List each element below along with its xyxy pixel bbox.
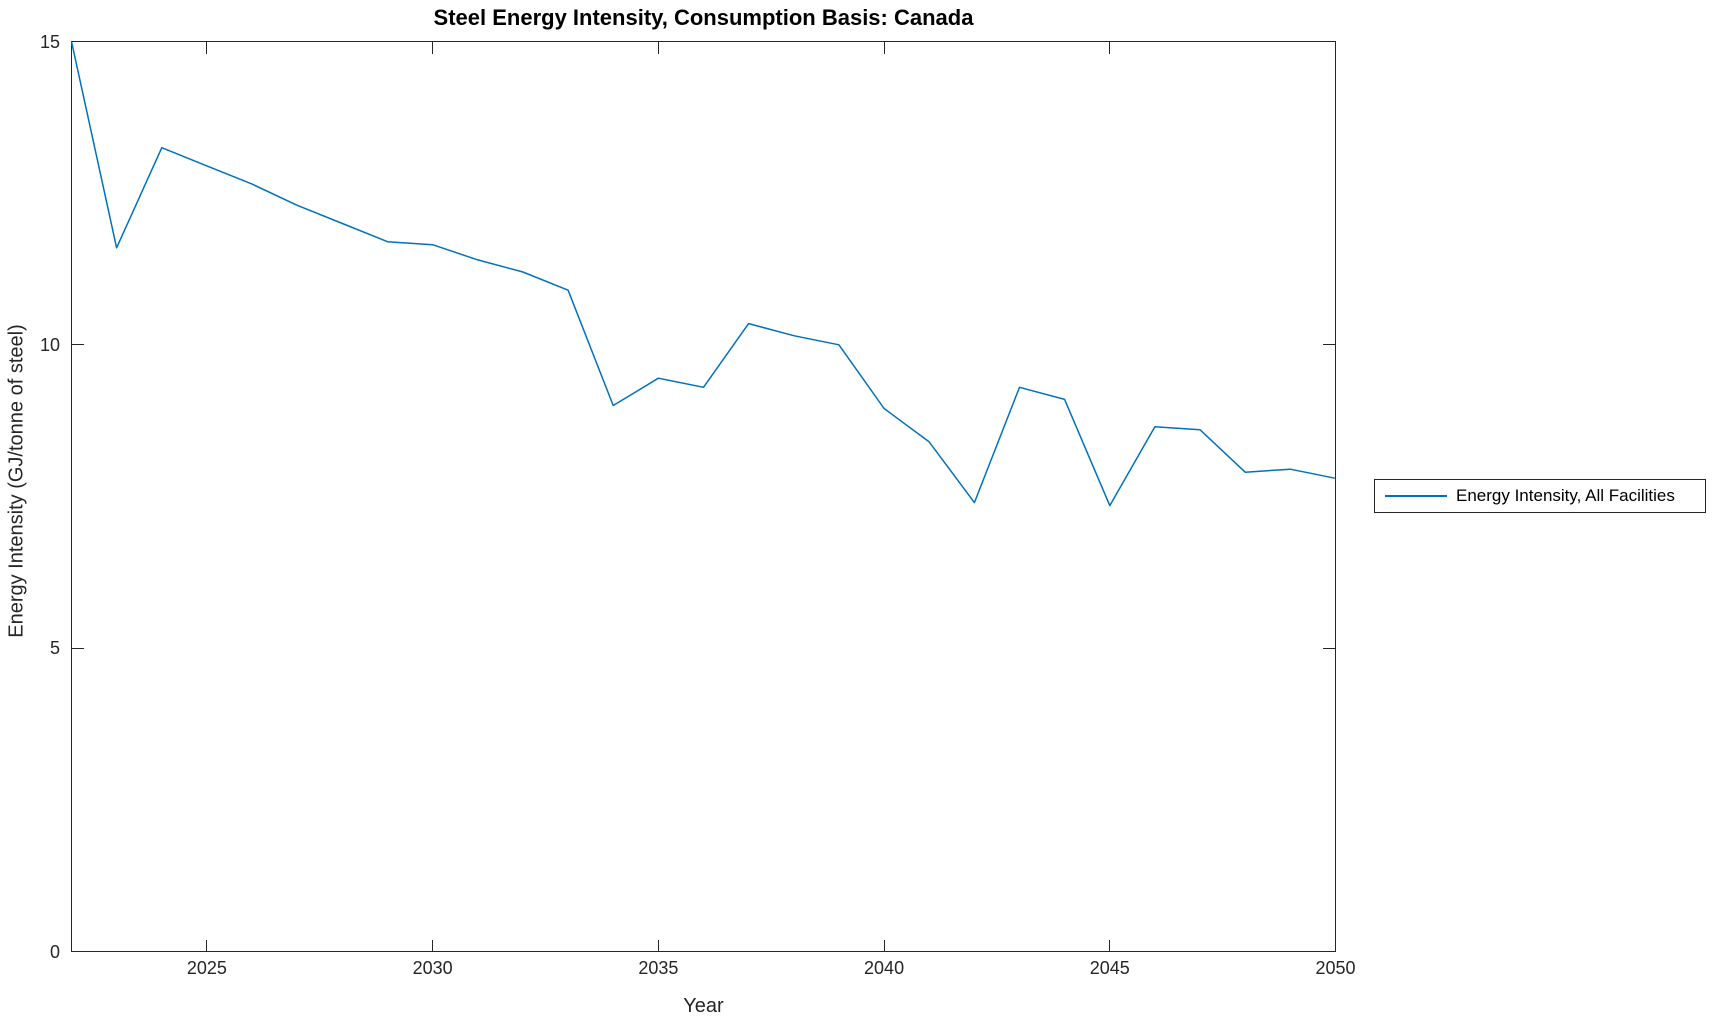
y-tick-label: 0: [49, 941, 60, 962]
x-tick-label: 2045: [1089, 958, 1130, 978]
x-tick-top: [206, 42, 208, 54]
x-tick-top: [432, 42, 434, 54]
legend: Energy Intensity, All Facilities: [1374, 479, 1706, 513]
y-tick-label: 15: [39, 31, 60, 52]
x-tick-top: [883, 42, 885, 54]
y-axis-label: Energy Intensity (GJ/tonne of steel): [5, 324, 28, 638]
y-tick-label: 10: [39, 334, 60, 355]
y-tick-right: [1323, 951, 1335, 952]
x-tick-top: [1335, 42, 1336, 54]
y-tick: [72, 951, 84, 952]
y-tick-right: [1323, 647, 1335, 649]
line-series-svg: [71, 41, 1336, 507]
energy-intensity-line: [71, 41, 1336, 507]
plot-area: [71, 41, 1336, 952]
x-tick-label: 2050: [1315, 958, 1356, 978]
x-tick-top: [657, 42, 659, 54]
legend-line-sample-icon: [1385, 495, 1447, 497]
chart-title: Steel Energy Intensity, Consumption Basi…: [433, 5, 974, 30]
y-tick-label: 5: [49, 638, 60, 659]
x-tick: [657, 939, 659, 952]
x-tick-label: 2035: [638, 958, 679, 978]
x-tick: [1335, 939, 1336, 952]
x-tick-label: 2030: [412, 958, 453, 978]
x-axis-label: Year: [683, 995, 724, 1017]
x-tick-label: 2040: [864, 958, 905, 978]
y-tick-right: [1323, 344, 1335, 346]
x-tick: [206, 939, 208, 952]
legend-entry-label: Energy Intensity, All Facilities: [1456, 486, 1675, 505]
x-tick-label: 2025: [186, 958, 227, 978]
y-tick-right: [1323, 41, 1335, 42]
x-tick-top: [1109, 42, 1111, 54]
y-tick: [72, 647, 84, 649]
x-tick: [432, 939, 434, 952]
y-tick: [72, 344, 84, 346]
x-tick: [1109, 939, 1111, 952]
x-tick: [883, 939, 885, 952]
y-tick: [72, 41, 84, 42]
